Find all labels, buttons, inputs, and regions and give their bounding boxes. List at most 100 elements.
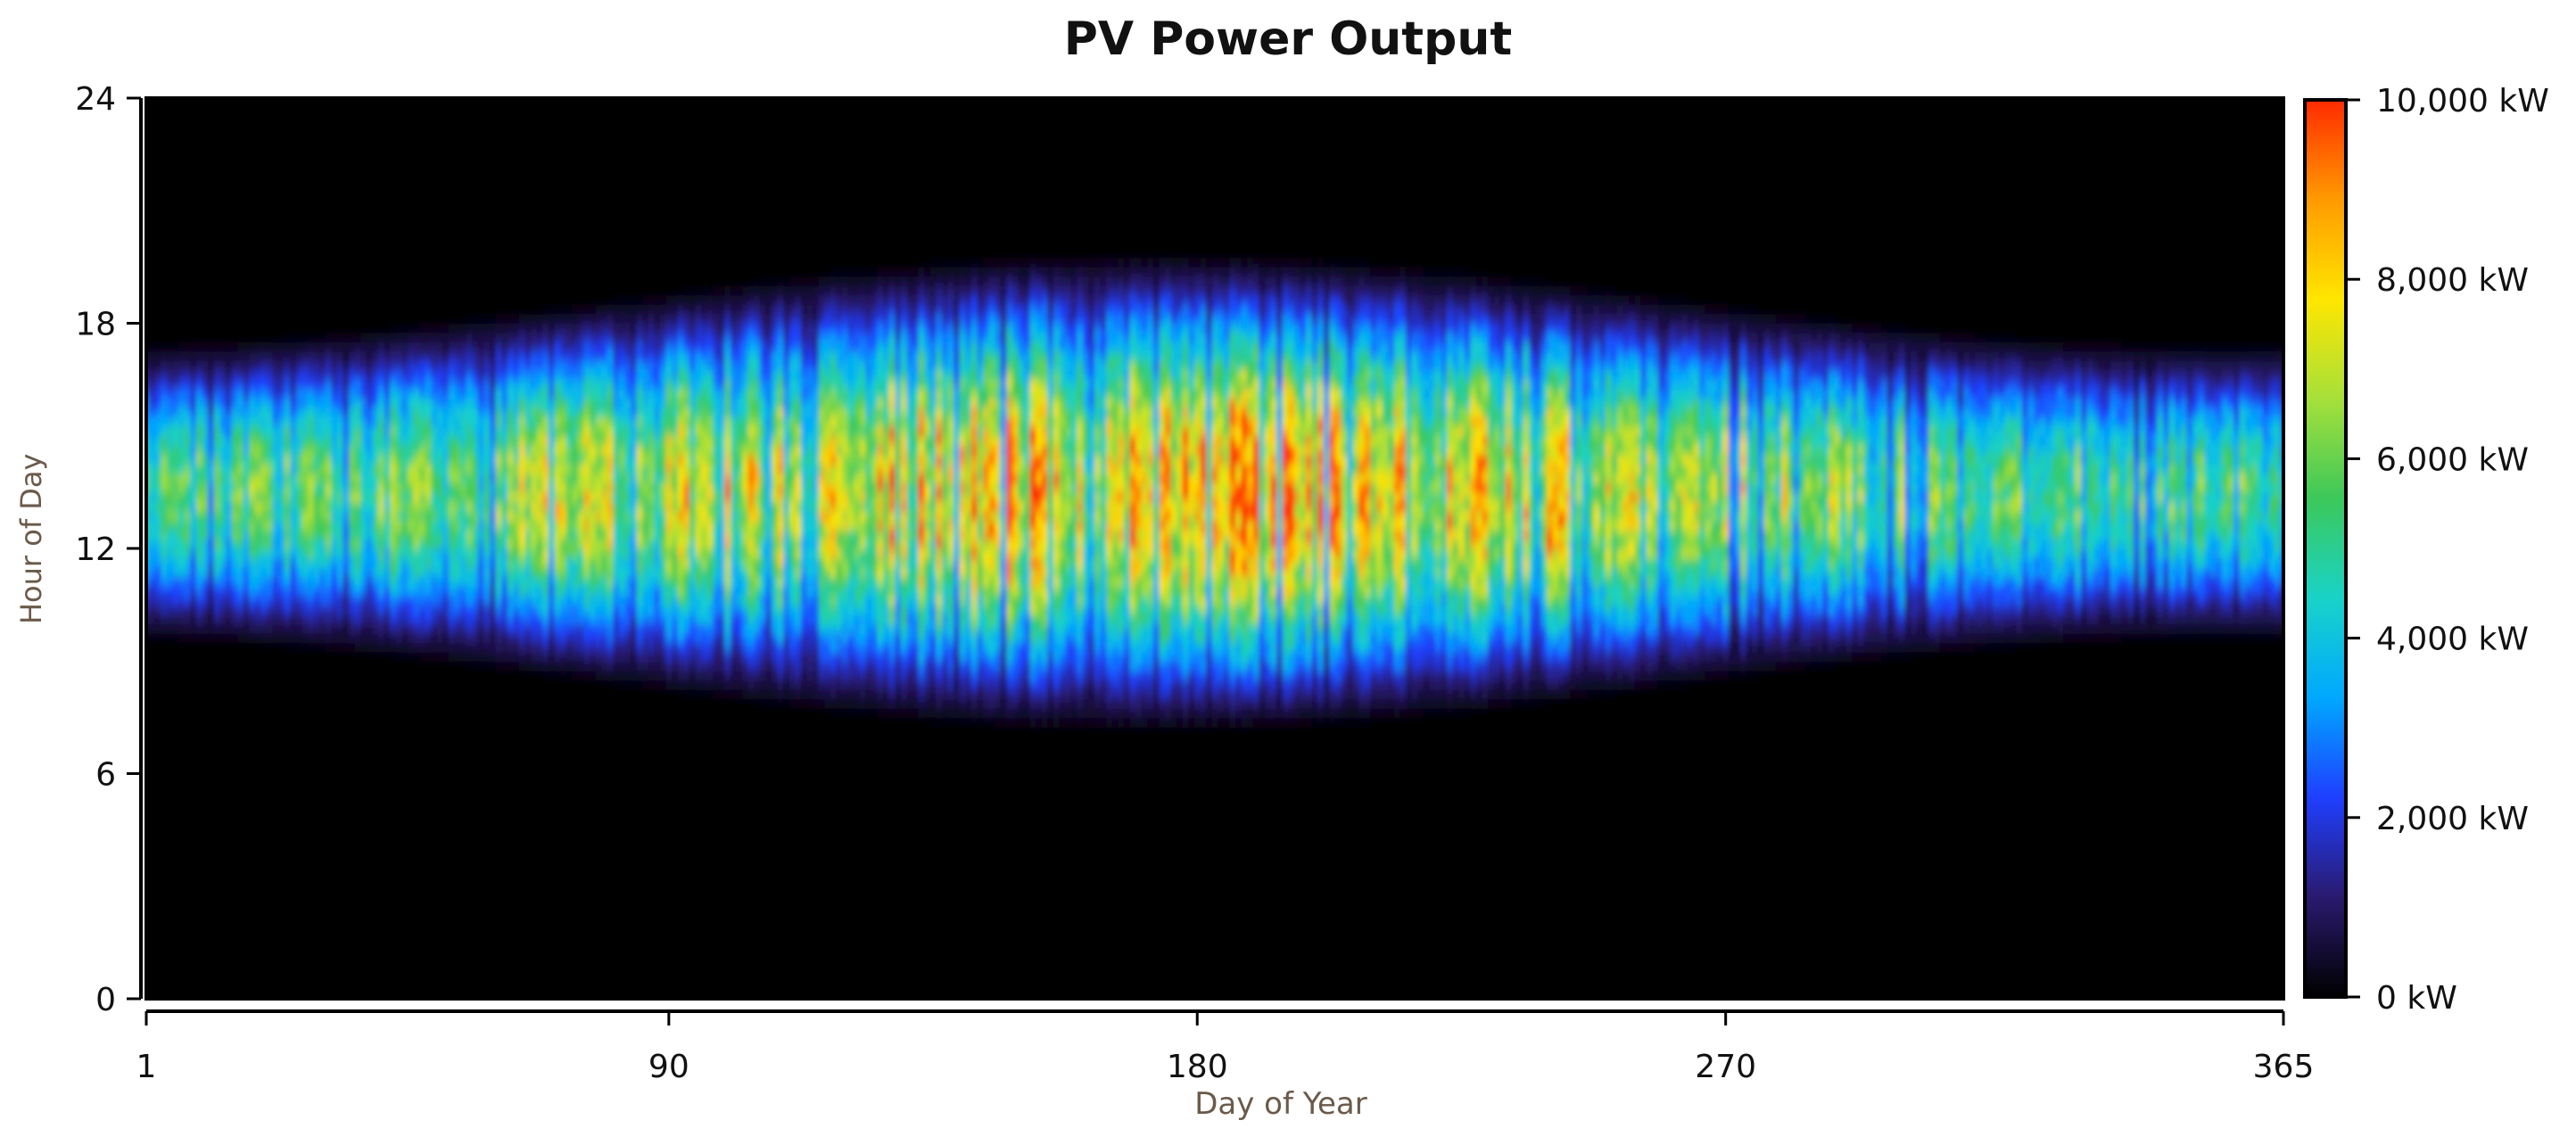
heatmap-column <box>213 342 221 643</box>
heatmap-cell <box>149 464 157 474</box>
heatmap-cell <box>419 595 426 605</box>
heatmap-cell <box>460 379 467 390</box>
heatmap-cell <box>184 360 192 371</box>
heatmap-cell <box>325 614 333 624</box>
heatmap-cell <box>490 623 497 634</box>
heatmap-cell <box>208 548 215 559</box>
heatmap-cell <box>249 445 256 456</box>
heatmap-cell <box>407 482 415 493</box>
heatmap-cell <box>442 539 450 549</box>
heatmap-cell <box>167 614 174 624</box>
heatmap-cell <box>425 642 433 653</box>
heatmap-cell <box>319 548 326 559</box>
heatmap-cell <box>413 398 421 408</box>
heatmap-cell <box>331 576 339 587</box>
heatmap-cell <box>454 548 462 559</box>
heatmap-cell <box>290 426 298 437</box>
heatmap-cell <box>349 623 356 634</box>
heatmap-cell <box>313 408 321 418</box>
heatmap-cell <box>308 435 315 446</box>
heatmap-cell <box>442 491 450 502</box>
heatmap-cell <box>431 435 439 446</box>
heatmap-cell <box>466 351 474 362</box>
heatmap-cell <box>167 464 174 474</box>
heatmap-cell <box>372 623 380 634</box>
heatmap-cell <box>213 342 221 352</box>
heatmap-cell <box>343 520 351 531</box>
heatmap-cell <box>425 576 433 587</box>
heatmap-cell <box>477 454 485 465</box>
heatmap-cell <box>219 398 227 408</box>
heatmap-cell <box>213 426 221 437</box>
heatmap-cell <box>366 473 374 483</box>
heatmap-cell <box>208 482 215 493</box>
heatmap-cell <box>278 370 285 381</box>
heatmap-cell <box>260 389 268 400</box>
heatmap-cell <box>219 595 227 605</box>
heatmap-cell <box>208 576 215 587</box>
heatmap-cell <box>431 323 439 334</box>
heatmap-cell <box>401 426 409 437</box>
heatmap-cell <box>213 473 221 483</box>
heatmap-cell <box>354 539 362 549</box>
heatmap-cell <box>454 342 462 352</box>
heatmap-cell <box>272 416 280 427</box>
heatmap-cell <box>308 539 315 549</box>
heatmap-cell <box>501 445 509 456</box>
heatmap-cell <box>495 529 503 540</box>
heatmap-cell <box>278 464 285 474</box>
heatmap-cell <box>208 360 215 371</box>
x-axis-label: Day of Year <box>1194 1086 1367 1122</box>
heatmap-cell <box>466 360 474 371</box>
heatmap-cell <box>319 342 326 352</box>
heatmap-cell <box>354 529 362 540</box>
heatmap-column <box>295 333 303 653</box>
heatmap-cell <box>278 408 285 418</box>
heatmap-cell <box>290 342 298 352</box>
heatmap-cell <box>349 416 356 427</box>
heatmap-cell <box>184 548 192 559</box>
heatmap-cell <box>425 408 433 418</box>
heatmap-cell <box>360 360 368 371</box>
heatmap-cell <box>190 389 198 400</box>
heatmap-cell <box>378 426 385 437</box>
heatmap-cell <box>325 539 333 549</box>
heatmap-cell <box>278 351 285 362</box>
heatmap-cell <box>354 586 362 597</box>
heatmap-cell <box>290 529 298 540</box>
heatmap-cell <box>237 595 244 605</box>
heatmap-cell <box>319 416 326 427</box>
heatmap-cell <box>454 510 462 522</box>
heatmap-cell <box>243 360 251 371</box>
heatmap-cell <box>454 416 462 427</box>
heatmap-cell <box>325 435 333 446</box>
heatmap-cell <box>219 520 227 531</box>
heatmap-cell <box>260 576 268 587</box>
heatmap-cell <box>295 557 303 568</box>
heatmap-cell <box>495 651 503 662</box>
heatmap-cell <box>483 539 491 549</box>
heatmap-cell <box>278 482 285 493</box>
heatmap-cell <box>266 586 274 597</box>
heatmap-cell <box>349 473 356 483</box>
heatmap-cell <box>407 426 415 437</box>
heatmap-cell <box>501 586 509 597</box>
heatmap-cell <box>466 510 474 522</box>
heatmap-cell <box>413 426 421 437</box>
heatmap-cell <box>501 548 509 559</box>
heatmap-cell <box>195 501 203 512</box>
heatmap-cell <box>472 482 480 493</box>
heatmap-cell <box>243 370 251 381</box>
heatmap-cell <box>395 491 403 502</box>
heatmap-cell <box>454 586 462 597</box>
heatmap-column <box>407 323 415 662</box>
heatmap-cell <box>501 567 509 578</box>
heatmap-cell <box>149 426 157 437</box>
heatmap-cell <box>483 642 491 653</box>
heatmap-cell <box>483 342 491 352</box>
heatmap-cell <box>178 623 186 634</box>
heatmap-cell <box>237 576 244 587</box>
heatmap-cell <box>284 379 292 390</box>
heatmap-cell <box>319 464 326 474</box>
heatmap-cell <box>483 623 491 634</box>
